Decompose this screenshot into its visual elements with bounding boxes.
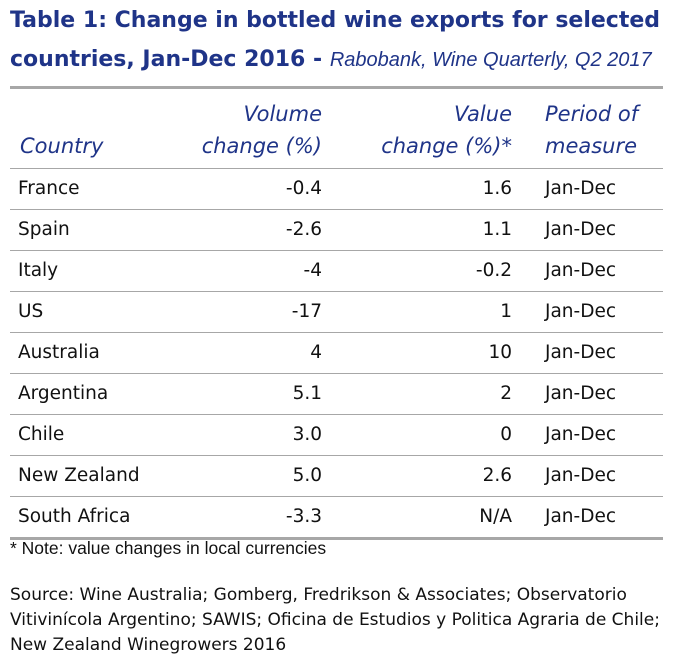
table-title: Table 1: Change in bottled wine exports … [10,2,670,80]
cell-country: New Zealand [18,465,140,486]
cell-volume: -0.4 [285,178,322,199]
cell-volume: 5.0 [292,465,322,486]
cell-country: Spain [18,219,70,240]
cell-volume: -2.6 [285,219,322,240]
cell-period: Jan-Dec [545,342,616,363]
table-row: Spain -2.6 1.1 Jan-Dec [10,210,663,251]
header-value-line-2: change (%)* [381,134,512,158]
cell-country: Argentina [18,383,109,404]
source-note: Source: Wine Australia; Gomberg, Fredrik… [10,585,660,655]
table-header-row: Country Volume change (%) Value change (… [10,89,663,169]
header-period: Period of measure [545,98,638,162]
cell-value: -0.2 [475,260,512,281]
title-main-text: Table 1: Change in bottled wine exports … [10,8,661,72]
header-volume-line-2: change (%) [201,134,322,158]
header-period-line-1: Period of [545,102,639,126]
title-separator: - [305,47,330,72]
cell-value: 1.6 [482,178,512,199]
cell-value: 1 [500,301,512,322]
title-source-text: Rabobank, Wine Quarterly, Q2 2017 [329,49,652,71]
cell-country: Australia [18,342,100,363]
cell-value: 2 [500,383,512,404]
cell-volume: -3.3 [285,506,322,527]
table-row: South Africa -3.3 N/A Jan-Dec [10,497,663,540]
cell-value: N/A [479,506,512,527]
cell-value: 2.6 [482,465,512,486]
exports-table: Country Volume change (%) Value change (… [10,86,663,540]
table-row: US -17 1 Jan-Dec [10,292,663,333]
cell-period: Jan-Dec [545,260,616,281]
cell-period: Jan-Dec [545,219,616,240]
header-value: Value change (%)* [381,98,512,162]
cell-volume: 3.0 [292,424,322,445]
cell-value: 1.1 [482,219,512,240]
cell-country: France [18,178,80,199]
header-country-line-1: Country [20,134,104,158]
table-row: Chile 3.0 0 Jan-Dec [10,415,663,456]
cell-country: Chile [18,424,65,445]
header-value-line-1: Value [454,102,512,126]
cell-value: 10 [488,342,512,363]
header-period-line-2: measure [545,134,638,158]
table-row: France -0.4 1.6 Jan-Dec [10,169,663,210]
cell-period: Jan-Dec [545,178,616,199]
cell-country: South Africa [18,506,131,527]
cell-country: Italy [18,260,59,281]
cell-period: Jan-Dec [545,383,616,404]
cell-value: 0 [500,424,512,445]
header-volume: Volume change (%) [202,98,322,162]
footnote: * Note: value changes in local currencie… [10,538,327,558]
table-row: Argentina 5.1 2 Jan-Dec [10,374,663,415]
header-country: Country [20,130,103,162]
cell-country: US [18,301,44,322]
cell-volume: 4 [310,342,322,363]
header-volume-line-1: Volume [243,102,322,126]
cell-period: Jan-Dec [545,301,616,322]
cell-period: Jan-Dec [545,465,616,486]
cell-volume: -4 [303,260,322,281]
cell-period: Jan-Dec [545,506,616,527]
cell-period: Jan-Dec [545,424,616,445]
table-row: Italy -4 -0.2 Jan-Dec [10,251,663,292]
table-row: Australia 4 10 Jan-Dec [10,333,663,374]
cell-volume: -17 [291,301,322,322]
cell-volume: 5.1 [292,383,322,404]
table-row: New Zealand 5.0 2.6 Jan-Dec [10,456,663,497]
